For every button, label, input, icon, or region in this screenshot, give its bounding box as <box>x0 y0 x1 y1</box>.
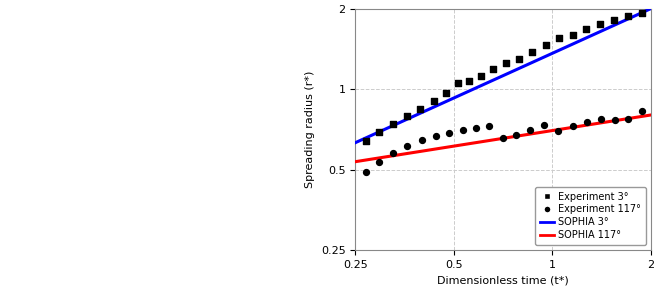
Point <box>525 128 535 133</box>
Point <box>554 36 564 40</box>
Point <box>444 131 455 135</box>
Point <box>568 124 578 129</box>
Point <box>527 49 537 54</box>
Point <box>488 66 499 71</box>
Point <box>595 22 606 27</box>
Point <box>511 132 521 137</box>
Point <box>373 130 384 134</box>
Point <box>402 143 412 148</box>
Point <box>497 136 508 140</box>
Y-axis label: Spreading radius (r*): Spreading radius (r*) <box>305 71 315 188</box>
Point <box>361 139 371 143</box>
Point <box>581 27 592 31</box>
Point <box>553 129 564 134</box>
Point <box>483 124 494 129</box>
Point <box>458 128 469 133</box>
Point <box>402 113 412 118</box>
Point <box>453 81 463 86</box>
Point <box>596 116 606 121</box>
Point <box>513 56 524 61</box>
Point <box>582 119 592 124</box>
Point <box>609 118 620 123</box>
Point <box>429 99 440 104</box>
Point <box>373 159 384 164</box>
Point <box>441 90 452 95</box>
Point <box>471 126 481 130</box>
Point <box>430 134 441 139</box>
Point <box>608 17 619 22</box>
X-axis label: Dimensionless time (t*): Dimensionless time (t*) <box>437 275 569 285</box>
Point <box>361 170 371 174</box>
Point <box>540 43 551 47</box>
Point <box>417 138 428 142</box>
Point <box>623 116 633 121</box>
Point <box>622 14 633 18</box>
Point <box>415 107 426 112</box>
Point <box>568 32 578 37</box>
Point <box>387 122 398 126</box>
Point <box>500 61 511 66</box>
Point <box>539 123 550 127</box>
Legend: Experiment 3°, Experiment 117°, SOPHIA 3°, SOPHIA 117°: Experiment 3°, Experiment 117°, SOPHIA 3… <box>535 187 646 245</box>
Point <box>475 74 486 78</box>
Point <box>463 79 474 84</box>
Point <box>637 109 647 114</box>
Point <box>387 151 398 156</box>
Point <box>637 10 647 15</box>
